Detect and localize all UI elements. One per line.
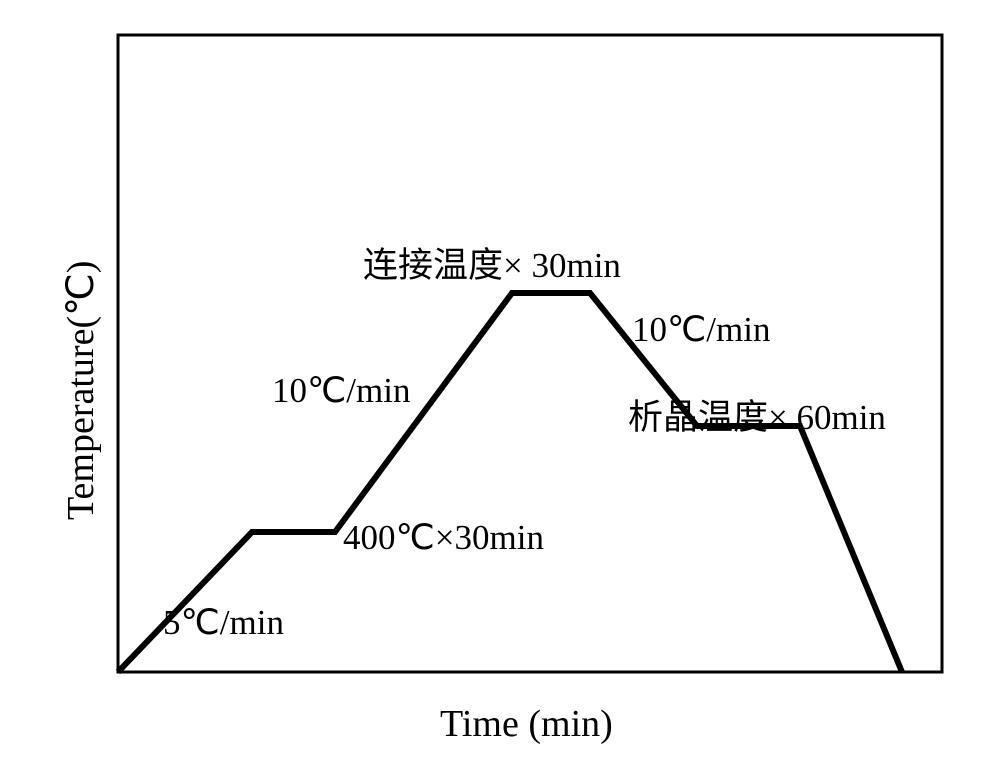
annotation-hold1: 400℃×30min [343, 518, 544, 558]
annotation-peak: 连接温度× 30min [363, 237, 621, 288]
chart-canvas: Temperature(℃) Time (min) 5℃/min 400℃×30… [0, 0, 1000, 759]
plot-frame [118, 35, 942, 672]
y-axis-label: Temperature(℃) [58, 261, 103, 520]
annotation-cool1: 10℃/min [632, 310, 770, 350]
annotation-ramp2: 10℃/min [272, 371, 410, 411]
chart-svg [0, 0, 1000, 759]
annotation-ramp1: 5℃/min [163, 603, 284, 643]
annotation-hold2: 析晶温度× 60min [628, 389, 886, 440]
x-axis-label: Time (min) [440, 702, 613, 746]
